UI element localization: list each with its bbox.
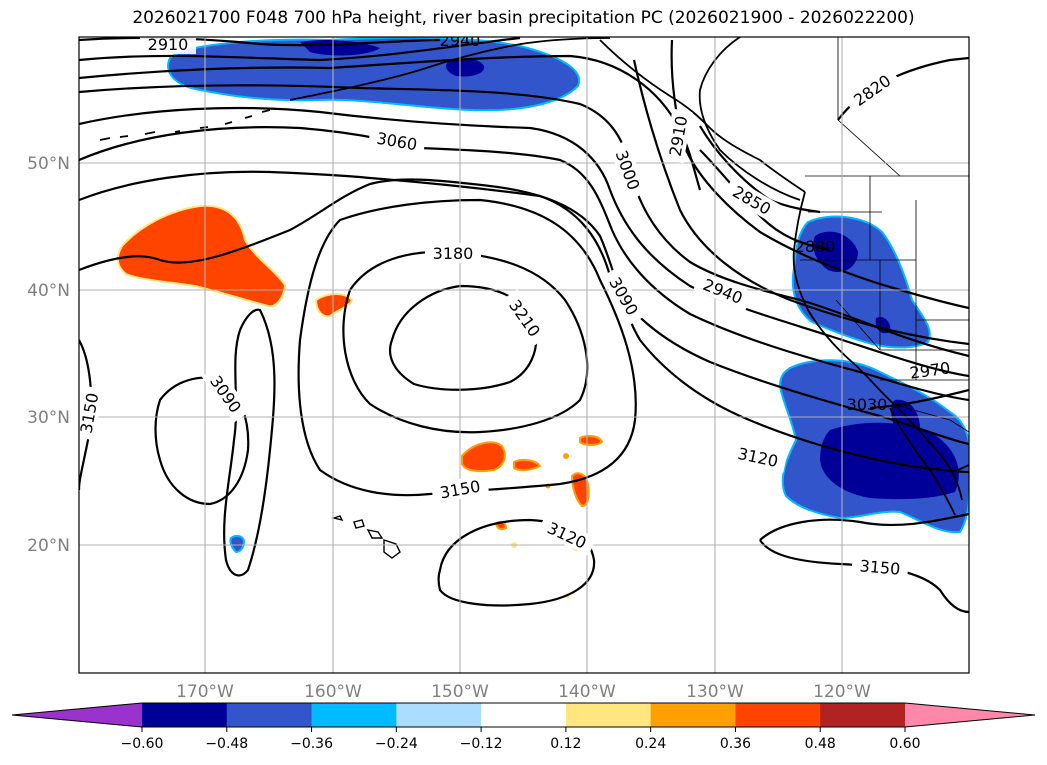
baja-coastline: [889, 407, 956, 516]
colorbar-segment: [142, 703, 228, 727]
canada-coastline: [698, 37, 801, 201]
colorbar-segment: [565, 703, 652, 727]
colorbar-tick-label: −0.60: [121, 736, 164, 752]
colorbar-segment: [311, 703, 397, 727]
map-title: 2026021700 F048 700 hPa height, river ba…: [132, 8, 915, 28]
colorbar-tick-label: 0.36: [720, 736, 751, 752]
contour-3030: [79, 106, 969, 378]
map-frame: [78, 36, 970, 674]
precip-negative-core: [446, 58, 485, 77]
precip-negative-core: [813, 231, 858, 272]
lat-label: 50°N: [27, 154, 70, 174]
contour-3150: [297, 198, 637, 497]
colorbar-segment: [735, 703, 821, 727]
contour-label: 3150: [77, 391, 103, 434]
precip-positive-region: [579, 434, 604, 446]
lon-label: 170°W: [176, 682, 234, 702]
map-area: 2910 2940 3060 3000 2910 2820 2850 2880 …: [77, 31, 969, 673]
aleutian-islands: [99, 109, 271, 141]
contour-label: 3150: [859, 556, 901, 578]
hawaii-islands: [331, 515, 401, 559]
contour-2940: [79, 37, 521, 62]
lon-label: 120°W: [813, 682, 871, 702]
contour-label: 2940: [440, 31, 481, 50]
us-mexico-border: [891, 403, 969, 433]
colorbar-segment: [820, 703, 906, 727]
colorbar-tick-label: 0.48: [805, 736, 836, 752]
colorbar-tick-label: −0.12: [460, 736, 503, 752]
precip-positive-region: [461, 441, 506, 473]
lon-label: 140°W: [558, 682, 616, 702]
colorbar-tick-label: 0.24: [635, 736, 666, 752]
contour-2910: [79, 37, 441, 47]
colorbar-tick-label: 0.60: [889, 736, 920, 752]
lat-label: 20°N: [27, 536, 70, 556]
colorbar-segment: [396, 703, 482, 727]
gridlines: [79, 37, 969, 673]
ocean-background: [79, 37, 969, 673]
precip-positive-region: [314, 293, 354, 318]
colorbar-segment: [650, 703, 736, 727]
lon-label: 150°W: [431, 682, 489, 702]
island: [331, 515, 344, 522]
contour-label: 2880: [795, 237, 836, 256]
contour-3120: [437, 518, 596, 607]
colorbar-tick-label: −0.24: [375, 736, 418, 752]
lon-label: 160°W: [304, 682, 362, 702]
colorbar-tick-label: 0.12: [550, 736, 581, 752]
precip-positive-spot: [563, 453, 569, 459]
island: [383, 539, 401, 559]
colorbar-segment: [226, 703, 313, 727]
lat-label: 30°N: [27, 408, 70, 428]
contour-labels: 2910 2940 3060 3000 2910 2820 2850 2880 …: [77, 31, 952, 580]
contour-label: 3030: [847, 395, 888, 414]
contour-3120: [79, 178, 969, 474]
contour-label: 2910: [148, 35, 189, 54]
colorbar-segment: [481, 703, 567, 727]
contour-2940: [632, 59, 969, 346]
colorbar-tick-label: −0.36: [290, 736, 333, 752]
contour-3000: [869, 388, 969, 410]
precip-positive-region: [116, 204, 287, 308]
lat-label: 40°N: [27, 281, 70, 301]
colorbar-extend-low: [12, 703, 142, 727]
contour-label: 3180: [433, 244, 474, 263]
latitude-labels: 50°N 40°N 30°N 20°N: [27, 154, 70, 556]
lon-label: 130°W: [686, 682, 744, 702]
alaska-coastline: [599, 39, 806, 193]
precip-positive-region: [513, 458, 542, 472]
colorbar-tick-label: −0.48: [205, 736, 248, 752]
colorbar-extend-high: [905, 703, 1035, 727]
colorbar: −0.60 −0.48 −0.36 −0.24 −0.12 0.12 0.24 0.36 0.4…: [11, 702, 1036, 752]
precip-negative-core: [820, 422, 959, 500]
contour-3150: [223, 308, 276, 577]
island: [366, 529, 384, 539]
mexico-coastline: [957, 464, 969, 471]
longitude-labels: 170°W 160°W 150°W 140°W 130°W 120°W: [176, 682, 871, 702]
contour-3150: [759, 512, 969, 541]
contour-3210: [388, 284, 538, 391]
island: [353, 519, 365, 529]
contour-3090: [79, 170, 969, 446]
contour-3060: [79, 126, 969, 402]
